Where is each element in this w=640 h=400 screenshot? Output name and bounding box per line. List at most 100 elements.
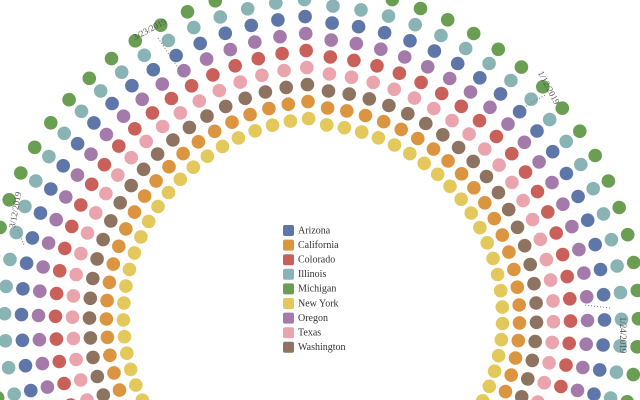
- dot: [145, 106, 160, 120]
- dot: [531, 395, 545, 400]
- dot: [248, 35, 262, 49]
- dot: [516, 193, 530, 208]
- dot: [620, 227, 635, 242]
- dot: [504, 368, 518, 382]
- dot: [426, 142, 441, 156]
- dot: [299, 43, 314, 58]
- dot: [184, 79, 199, 93]
- dot: [135, 92, 149, 107]
- dot: [613, 285, 628, 300]
- dot: [225, 115, 239, 129]
- legend-label: New York: [298, 298, 339, 309]
- dot: [430, 167, 445, 182]
- dot: [155, 77, 170, 91]
- dot: [492, 158, 506, 172]
- dot: [18, 358, 33, 373]
- dot: [563, 314, 578, 328]
- dot: [502, 245, 516, 259]
- dot: [580, 213, 595, 227]
- dot: [472, 113, 487, 128]
- dot: [487, 211, 502, 226]
- dot: [134, 230, 148, 244]
- dot: [66, 289, 81, 303]
- dot: [58, 241, 72, 256]
- dot: [588, 148, 602, 163]
- dot: [549, 226, 563, 240]
- dot: [358, 108, 373, 123]
- annotation-line: [157, 37, 186, 79]
- dot: [223, 42, 238, 57]
- dot: [475, 394, 490, 400]
- dot: [137, 48, 152, 63]
- dot: [563, 292, 577, 306]
- dot: [493, 283, 508, 298]
- dot: [238, 91, 252, 106]
- dot: [176, 146, 190, 161]
- dot: [559, 358, 573, 372]
- dot: [451, 140, 466, 155]
- dot: [7, 387, 21, 400]
- dot: [25, 231, 40, 245]
- dot: [417, 156, 432, 171]
- dot: [541, 205, 555, 219]
- dot: [349, 36, 364, 51]
- dot: [420, 60, 435, 74]
- dot: [248, 124, 262, 138]
- legend-label: Texas: [298, 327, 321, 338]
- dot: [258, 85, 273, 99]
- dot: [180, 5, 195, 19]
- dot: [511, 333, 526, 348]
- dot: [325, 16, 339, 30]
- dot: [445, 113, 459, 128]
- dot: [491, 42, 506, 57]
- dot: [228, 59, 242, 73]
- dot: [394, 122, 409, 137]
- dot: [0, 279, 13, 294]
- dot: [139, 134, 153, 149]
- dot: [572, 242, 586, 257]
- dot: [74, 198, 88, 212]
- dot: [89, 206, 103, 220]
- dot: [579, 290, 594, 304]
- dot: [48, 309, 63, 324]
- dot: [149, 174, 163, 188]
- dot: [381, 9, 396, 23]
- dot: [466, 26, 481, 41]
- dot: [74, 246, 88, 261]
- dot: [16, 282, 30, 296]
- dot: [403, 34, 417, 48]
- dot: [65, 219, 79, 234]
- dot: [571, 189, 585, 204]
- dot: [36, 260, 50, 274]
- dot: [570, 383, 585, 398]
- dot: [70, 136, 85, 151]
- dot: [630, 340, 640, 354]
- dot: [440, 12, 455, 27]
- dot: [545, 175, 559, 190]
- dot: [191, 135, 206, 149]
- dot: [517, 135, 532, 150]
- dot: [436, 128, 450, 142]
- dot: [96, 388, 111, 400]
- dot: [207, 124, 222, 139]
- dot: [107, 366, 121, 380]
- dot: [153, 18, 168, 32]
- dot: [15, 333, 30, 348]
- dot: [466, 154, 481, 169]
- dot: [0, 334, 13, 348]
- dot: [542, 112, 557, 127]
- dot: [486, 251, 500, 266]
- dot: [0, 306, 12, 321]
- dot: [86, 350, 100, 365]
- dot: [525, 212, 540, 227]
- dot: [112, 139, 126, 153]
- dot: [123, 362, 138, 377]
- dot: [344, 70, 359, 84]
- dot: [297, 0, 312, 7]
- dot: [554, 379, 568, 394]
- dot: [610, 259, 624, 273]
- legend-label: Colorado: [298, 254, 335, 265]
- dot: [82, 311, 97, 325]
